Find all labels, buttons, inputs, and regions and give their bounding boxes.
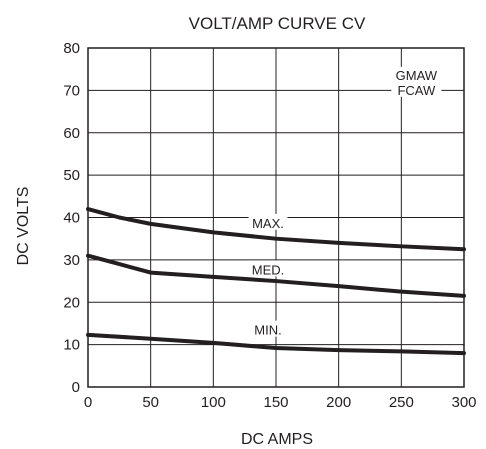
- tick-labels: 0 50 100 150 200 250 300 0 10 20 30 40 50 60 70 80: [63, 40, 476, 411]
- curve-labels: MAX. MED. MIN.: [248, 213, 288, 338]
- y-tick-label-2: 20: [63, 294, 80, 311]
- x-tick-label-5: 250: [389, 394, 414, 411]
- annotation-bg: [391, 66, 442, 97]
- y-tick-label-5: 50: [63, 167, 80, 184]
- y-tick-label-7: 70: [63, 82, 80, 99]
- x-tick-label-1: 50: [142, 394, 159, 411]
- series-line-max: [86, 207, 466, 252]
- x-tick-label-6: 300: [451, 394, 476, 411]
- y-tick-label-0: 0: [72, 379, 80, 396]
- series-label-med: MED.: [252, 262, 285, 277]
- annotation-line-1: FCAW: [397, 83, 436, 98]
- y-tick-label-3: 30: [63, 252, 80, 269]
- x-tick-label-3: 150: [263, 394, 288, 411]
- annotation-line-0: GMAW: [396, 68, 438, 83]
- y-tick-label-8: 80: [63, 40, 80, 57]
- y-axis-label: DC VOLTS: [15, 187, 32, 266]
- y-tick-label-1: 10: [63, 337, 80, 354]
- plot-frame: [87, 47, 465, 388]
- series-line-med: [86, 253, 466, 298]
- x-axis-label: DC AMPS: [241, 431, 313, 448]
- series-group: [86, 207, 466, 356]
- series-label-bg-2: [248, 320, 288, 337]
- series-label-bg-1: [248, 260, 288, 277]
- series-label-bg-0: [248, 213, 288, 230]
- y-tick-label-4: 40: [63, 210, 80, 227]
- y-tick-label-6: 60: [63, 125, 80, 142]
- chart-title: VOLT/AMP CURVE CV: [189, 14, 366, 33]
- x-tick-label-4: 200: [326, 394, 351, 411]
- series-line-min: [86, 332, 466, 356]
- grid: [87, 47, 465, 388]
- x-tick-label-0: 0: [84, 394, 92, 411]
- x-tick-label-2: 100: [201, 394, 226, 411]
- series-label-min: MIN.: [254, 323, 281, 338]
- series-label-max: MAX.: [252, 216, 284, 231]
